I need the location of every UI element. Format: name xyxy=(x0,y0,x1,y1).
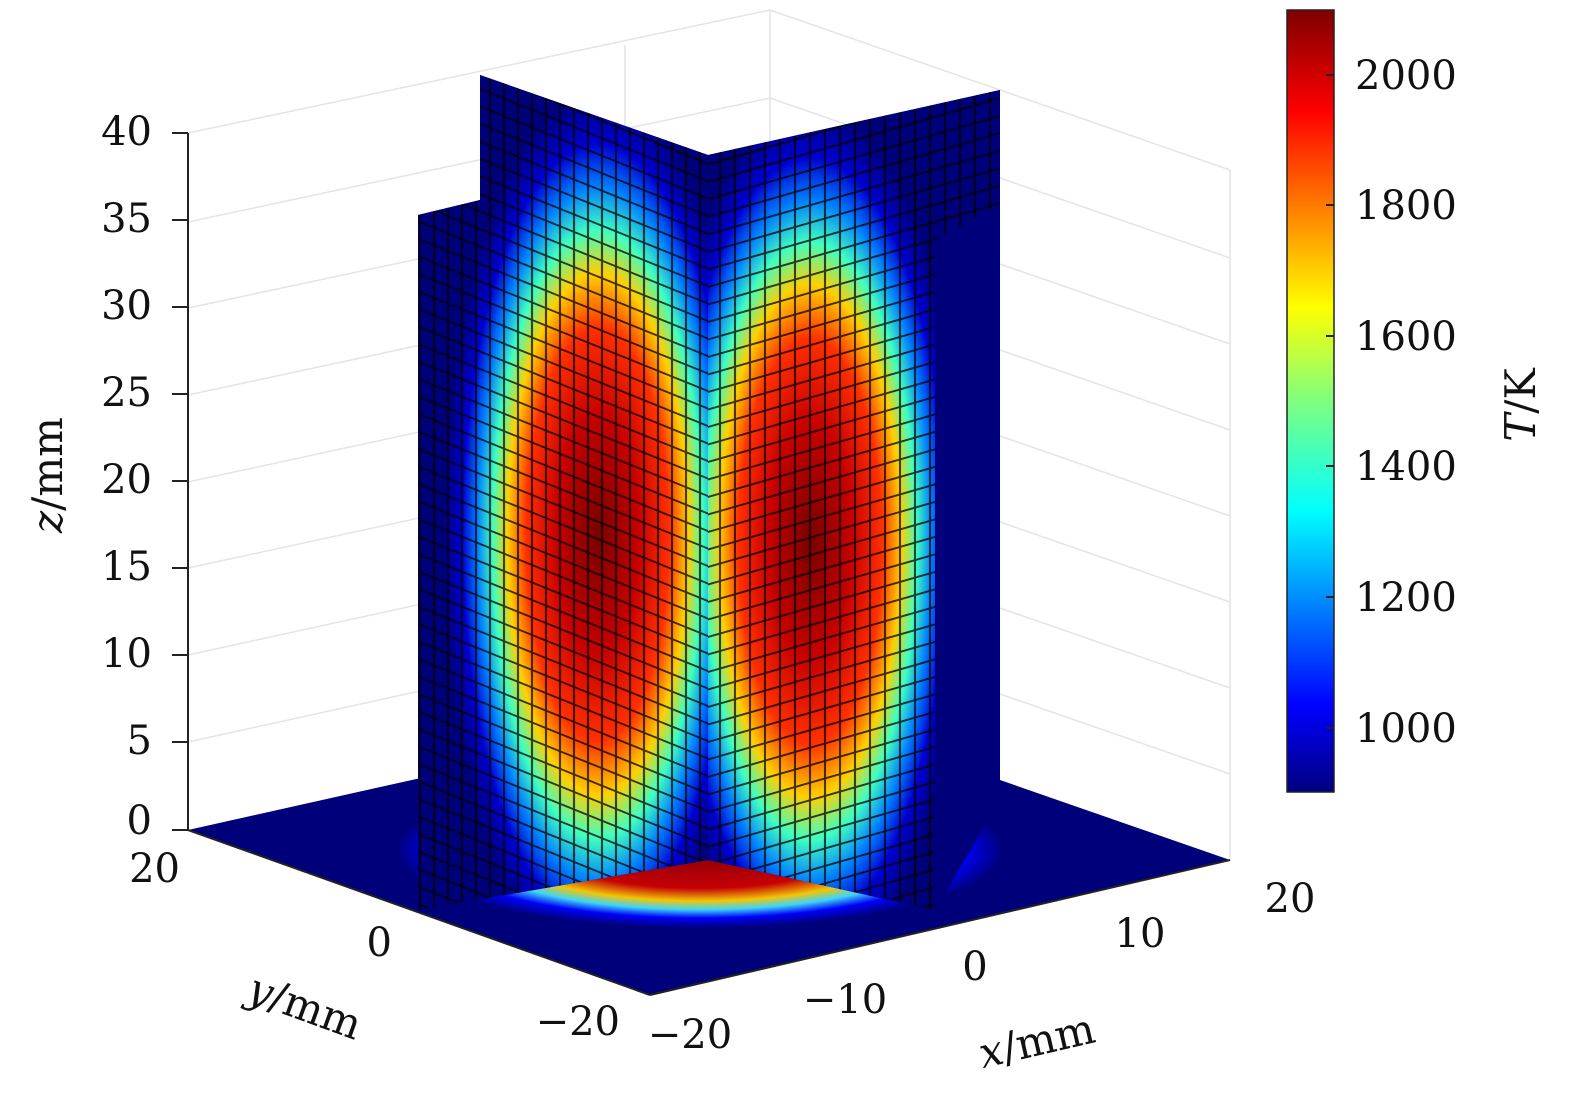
svg-text:20: 20 xyxy=(129,846,180,892)
svg-text:5: 5 xyxy=(127,718,152,764)
svg-text:15: 15 xyxy=(101,544,152,590)
svg-text:30: 30 xyxy=(101,283,152,329)
svg-text:10: 10 xyxy=(1115,911,1166,957)
colorbar-label: T/K xyxy=(1496,367,1545,442)
svg-text:0: 0 xyxy=(127,798,152,844)
svg-text:0: 0 xyxy=(367,920,392,966)
svg-text:10: 10 xyxy=(101,631,152,677)
svg-text:−20: −20 xyxy=(536,999,620,1045)
z-axis-ticks xyxy=(172,132,188,831)
svg-text:1400: 1400 xyxy=(1355,444,1457,490)
y-axis-label: y/mm xyxy=(239,963,368,1050)
slice-right xyxy=(708,90,1000,910)
svg-text:35: 35 xyxy=(101,196,152,242)
svg-text:40: 40 xyxy=(101,109,152,155)
svg-text:0: 0 xyxy=(962,944,987,990)
slice-left xyxy=(418,75,708,910)
svg-text:20: 20 xyxy=(1265,876,1316,922)
svg-text:1800: 1800 xyxy=(1355,183,1457,229)
z-axis-label: z/mm xyxy=(23,417,72,534)
svg-text:1200: 1200 xyxy=(1355,575,1457,621)
colorbar: 2000 1800 1600 1400 1200 1000 xyxy=(1286,9,1457,793)
slice-right-far xyxy=(935,90,1000,910)
x-axis-label: x/mm xyxy=(974,1004,1100,1078)
svg-text:1000: 1000 xyxy=(1355,706,1457,752)
y-axis-tick-labels: 20 0 −20 xyxy=(129,846,620,1045)
svg-text:−10: −10 xyxy=(803,977,887,1023)
x-axis-tick-labels: −20 −10 0 10 20 xyxy=(648,876,1316,1058)
svg-text:20: 20 xyxy=(101,457,152,503)
svg-text:1600: 1600 xyxy=(1355,314,1457,360)
svg-text:2000: 2000 xyxy=(1355,53,1457,99)
svg-text:−20: −20 xyxy=(648,1012,732,1058)
z-axis-tick-labels: 40 35 30 25 20 15 10 5 0 xyxy=(101,109,152,844)
svg-text:25: 25 xyxy=(101,370,152,416)
